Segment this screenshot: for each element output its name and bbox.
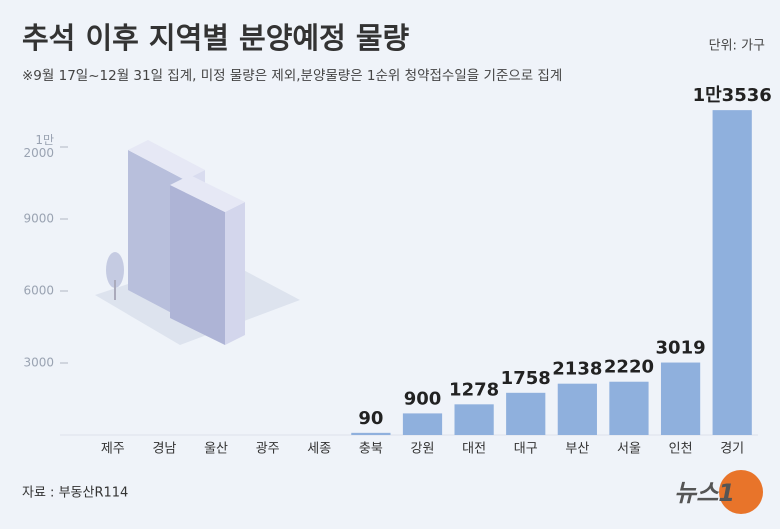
x-tick-label: 광주 [256,442,280,457]
x-tick-label: 대구 [514,442,538,457]
y-tick-label: 9000 [23,211,54,226]
x-tick-label: 대전 [462,442,486,457]
x-tick-label: 경기 [720,442,744,457]
bar [557,383,597,435]
bar [506,392,546,435]
x-tick-label: 인천 [669,442,693,457]
bar [351,432,391,435]
value-label: 90 [358,408,383,429]
bar [402,413,443,435]
y-tick-label: 3000 [23,355,54,370]
source: 자료 : 부동산R114 [22,486,128,501]
logo-circle [719,470,763,514]
x-tick-label: 강원 [411,442,435,457]
logo-text: 뉴스1 [674,479,735,507]
bar [609,381,649,435]
x-tick-label: 서울 [617,442,641,457]
x-tick-label: 충북 [359,442,383,457]
value-label: 1758 [501,368,551,389]
chart-title: 추석 이후 지역별 분양예정 물량 [22,21,410,55]
x-tick-label: 울산 [204,442,228,457]
value-label: 1278 [449,379,499,400]
y-tick-label: 1만 2000 [23,133,54,160]
x-tick-label: 제주 [101,442,125,457]
logo: 뉴스1 [674,470,763,514]
y-tick-label: 6000 [23,283,54,298]
value-label: 2220 [604,357,654,378]
bar [712,110,752,436]
x-tick-label: 경남 [152,442,176,457]
unit: 단위: 가구 [709,39,765,54]
x-tick-label: 세종 [307,442,331,457]
bar [660,362,701,435]
building-illustration [95,140,300,345]
value-label: 2138 [552,359,602,380]
value-label: 1만3536 [693,85,772,106]
subtitle: ※9월 17일~12월 31일 집계, 미정 물량은 제외,분양물량은 1순위 … [22,68,562,84]
x-tick-label: 부산 [565,442,589,457]
value-label: 900 [404,388,442,409]
value-label: 3019 [656,338,706,359]
bar [454,404,494,435]
